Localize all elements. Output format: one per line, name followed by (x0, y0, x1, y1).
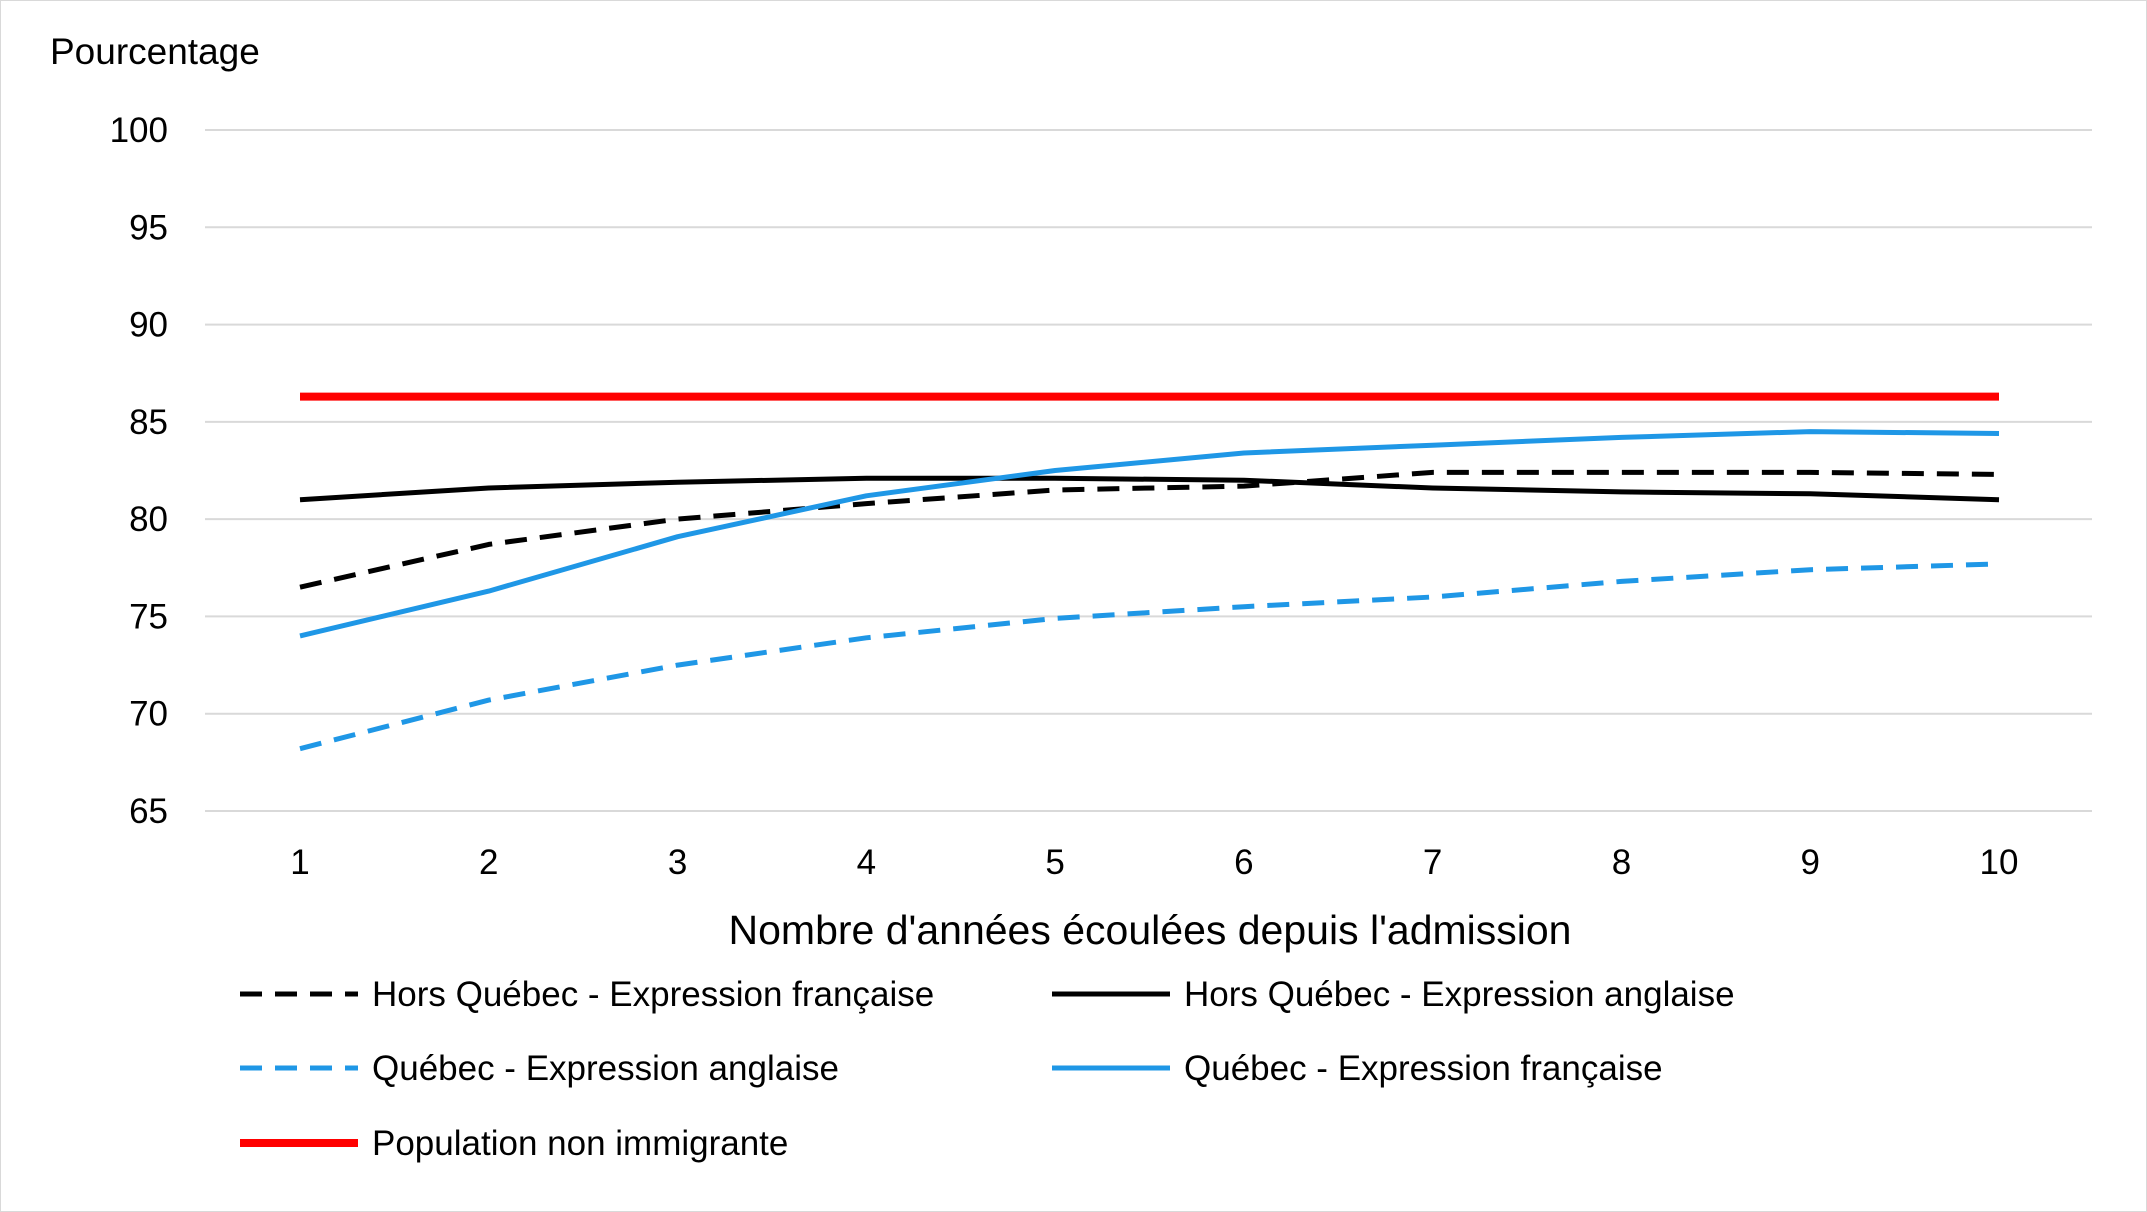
series-line (299, 475, 2000, 503)
y-tick-label: 70 (129, 695, 168, 734)
legend-item: Hors Québec - Expression française (240, 975, 934, 1014)
y-tick-label: 90 (129, 306, 168, 345)
x-tick-label: 1 (290, 843, 309, 882)
legend-label: Population non immigrante (372, 1124, 788, 1163)
y-axis-ticks: 65 70 75 80 85 90 95 100 (110, 111, 168, 831)
y-tick-label: 65 (129, 792, 168, 831)
x-tick-label: 10 (1980, 843, 2019, 882)
y-tick-label: 75 (129, 597, 168, 636)
legend-item: Population non immigrante (240, 1124, 788, 1163)
x-axis-ticks: 1 2 3 4 5 6 7 8 9 10 (290, 843, 2018, 882)
legend: Hors Québec - Expression française Hors Q… (240, 975, 1735, 1163)
x-tick-label: 3 (668, 843, 687, 882)
legend-label: Hors Québec - Expression française (372, 975, 934, 1014)
x-tick-label: 7 (1423, 843, 1442, 882)
y-tick-label: 95 (129, 208, 168, 247)
legend-label: Québec - Expression française (1184, 1049, 1663, 1088)
legend-item: Hors Québec - Expression anglaise (1052, 975, 1735, 1014)
x-tick-label: 6 (1234, 843, 1253, 882)
x-tick-label: 8 (1612, 843, 1631, 882)
legend-item: Québec - Expression anglaise (240, 1049, 839, 1088)
x-tick-label: 9 (1800, 843, 1819, 882)
x-tick-label: 4 (857, 843, 876, 882)
y-tick-label: 100 (110, 111, 168, 150)
y-tick-label: 85 (129, 403, 168, 442)
gridlines (205, 129, 2092, 812)
series-line (299, 561, 2000, 752)
series-line (299, 469, 2000, 590)
x-tick-label: 2 (479, 843, 498, 882)
x-tick-label: 5 (1045, 843, 1064, 882)
y-tick-label: 80 (129, 500, 168, 539)
y-axis-label: Pourcentage (50, 31, 260, 72)
series-lines (299, 392, 2000, 752)
series-line (299, 429, 2000, 639)
legend-item: Québec - Expression française (1052, 1049, 1663, 1088)
x-axis-label: Nombre d'années écoulées depuis l'admiss… (729, 907, 1572, 953)
legend-label: Hors Québec - Expression anglaise (1184, 975, 1735, 1014)
legend-label: Québec - Expression anglaise (372, 1049, 839, 1088)
